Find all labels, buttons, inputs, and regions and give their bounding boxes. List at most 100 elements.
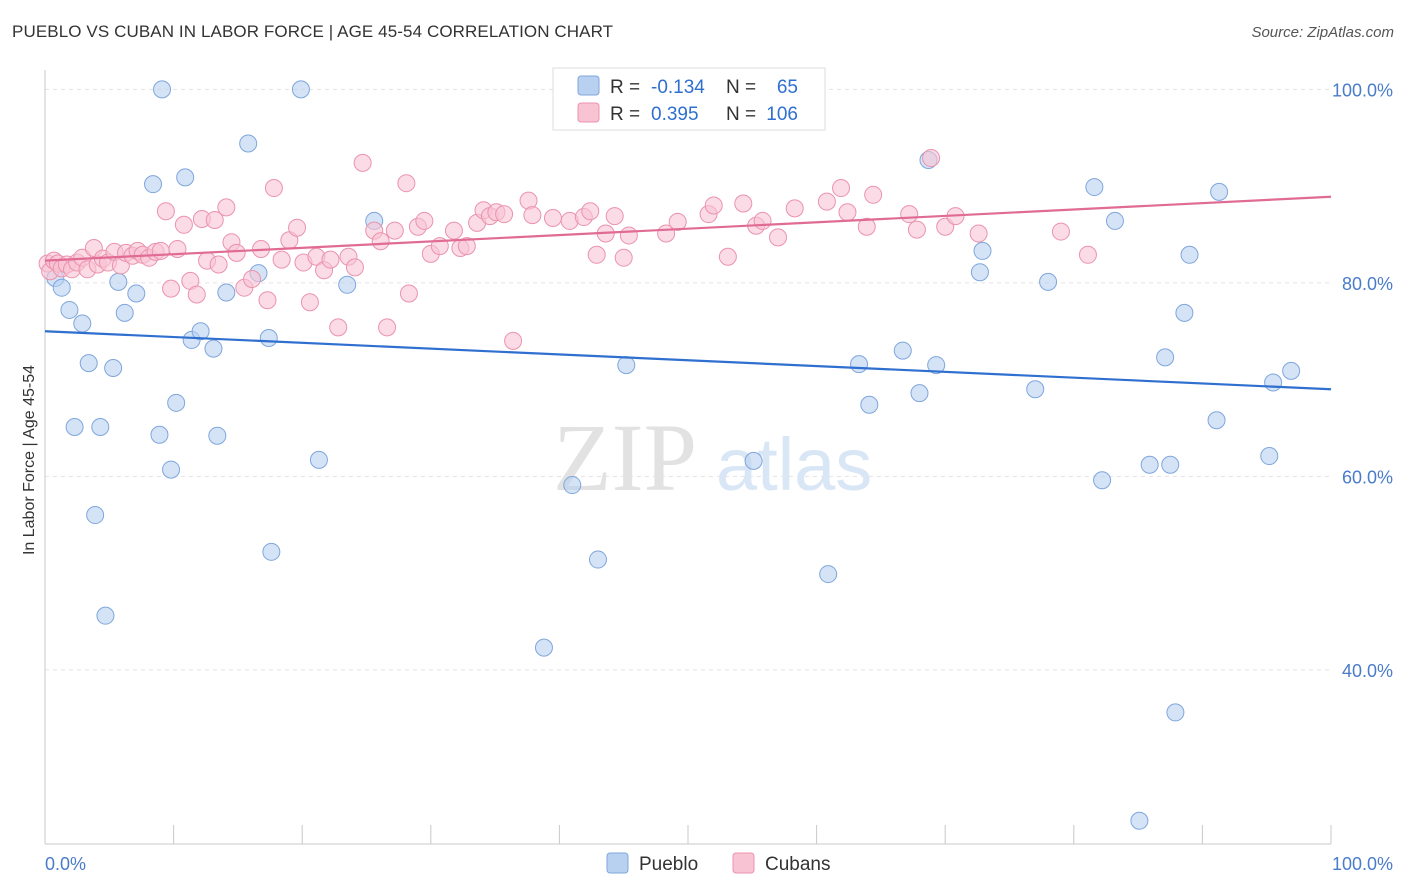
pueblo-point bbox=[1175, 303, 1194, 322]
x-tick-label-min: 0.0% bbox=[45, 854, 86, 874]
stats-legend-n-value-cubans: 106 bbox=[766, 104, 798, 125]
pueblo-point bbox=[150, 425, 169, 444]
stats-legend-r-label-pueblo: R = bbox=[610, 77, 640, 98]
pueblo-point bbox=[893, 341, 912, 360]
cubans-point bbox=[817, 192, 836, 211]
cubans-point bbox=[907, 220, 926, 239]
pueblo-point bbox=[1210, 182, 1229, 201]
legend-label-pueblo: Pueblo bbox=[639, 854, 698, 875]
legend-swatch-pueblo bbox=[606, 852, 629, 874]
cubans-point bbox=[243, 269, 262, 288]
y-tick-label: 100.0% bbox=[1332, 80, 1393, 100]
cubans-point bbox=[769, 228, 788, 247]
cubans-point bbox=[288, 218, 307, 237]
pueblo-point bbox=[910, 384, 929, 403]
pueblo-point bbox=[1140, 455, 1159, 474]
x-axis-ticks bbox=[44, 825, 1332, 844]
y-tick-label: 60.0% bbox=[1342, 467, 1393, 487]
pueblo-point bbox=[127, 284, 146, 303]
pueblo-point bbox=[973, 241, 992, 260]
cubans-point bbox=[258, 291, 277, 310]
pueblo-point bbox=[176, 168, 195, 187]
pueblo-point bbox=[744, 451, 763, 470]
pueblo-point bbox=[1207, 411, 1226, 430]
cubans-point bbox=[457, 237, 476, 256]
pueblo-point bbox=[309, 450, 328, 469]
stats-legend-r-value-pueblo: -0.134 bbox=[651, 77, 705, 98]
cubans-point bbox=[523, 206, 542, 225]
pueblo-point bbox=[970, 263, 989, 282]
y-tick-label: 40.0% bbox=[1342, 661, 1393, 681]
cubans-point bbox=[543, 209, 562, 228]
cubans-point bbox=[272, 250, 291, 269]
legend-label-cubans: Cubans bbox=[765, 854, 831, 875]
pueblo-point bbox=[850, 355, 869, 374]
cubans-point bbox=[785, 199, 804, 218]
pueblo-point bbox=[1264, 373, 1283, 392]
watermark-atlas: atlas bbox=[716, 423, 872, 506]
pueblo-point bbox=[73, 314, 92, 333]
y-tick-labels: 40.0% 60.0% 80.0% 100.0% bbox=[1332, 80, 1393, 681]
cubans-point bbox=[162, 279, 181, 298]
cubans-point bbox=[1078, 245, 1097, 264]
pueblo-point bbox=[52, 278, 71, 297]
pueblo-point bbox=[153, 80, 172, 99]
pueblo-points bbox=[46, 80, 1301, 830]
cubans-point bbox=[321, 250, 340, 269]
pueblo-point bbox=[1026, 380, 1045, 399]
trend-lines bbox=[44, 195, 1332, 391]
stats-legend-swatch-cubans bbox=[577, 102, 600, 123]
pueblo-point bbox=[1039, 272, 1058, 291]
pueblo-point bbox=[860, 395, 879, 414]
pueblo-point bbox=[217, 283, 236, 302]
y-axis-title: In Labor Force | Age 45-54 bbox=[21, 365, 38, 555]
pueblo-point bbox=[79, 354, 98, 373]
cubans-point bbox=[581, 202, 600, 221]
legend-swatch-cubans bbox=[732, 852, 755, 874]
cubans-point bbox=[345, 258, 364, 277]
cubans-point bbox=[969, 224, 988, 243]
pueblo-point bbox=[1260, 447, 1279, 466]
stats-legend-swatch-pueblo bbox=[577, 75, 600, 96]
cubans-point bbox=[217, 198, 236, 217]
cubans-point bbox=[300, 293, 319, 312]
pueblo-point bbox=[144, 175, 163, 194]
pueblo-point bbox=[338, 275, 357, 294]
pueblo-point bbox=[167, 393, 186, 412]
pueblo-point bbox=[91, 418, 110, 437]
pueblo-point bbox=[1130, 811, 1149, 830]
cubans-point bbox=[415, 211, 434, 230]
pueblo-point bbox=[162, 460, 181, 479]
watermark-zip: ZIP bbox=[553, 404, 697, 511]
pueblo-point bbox=[1085, 178, 1104, 197]
x-tick-label-max: 100.0% bbox=[1332, 854, 1393, 874]
cubans-point bbox=[399, 284, 418, 303]
cubans-point bbox=[605, 207, 624, 226]
cubans-point bbox=[922, 149, 941, 168]
cubans-point bbox=[444, 221, 463, 240]
pueblo-point bbox=[1105, 211, 1124, 230]
cubans-point bbox=[619, 226, 638, 245]
pueblo-point bbox=[96, 606, 115, 625]
source-label: Source: ZipAtlas.com bbox=[1251, 24, 1394, 41]
stats-legend-n-value-pueblo: 65 bbox=[777, 77, 798, 98]
cubans-point bbox=[329, 318, 348, 337]
pueblo-point bbox=[534, 638, 553, 657]
pueblo-point bbox=[259, 328, 278, 347]
cubans-point bbox=[857, 217, 876, 236]
pueblo-point bbox=[588, 550, 607, 569]
y-tick-label: 80.0% bbox=[1342, 274, 1393, 294]
cubans-point bbox=[174, 215, 193, 234]
cubans-point bbox=[587, 245, 606, 264]
pueblo-point bbox=[204, 339, 223, 358]
cubans-point bbox=[900, 205, 919, 224]
cubans-point bbox=[156, 202, 175, 221]
pueblo-point bbox=[819, 565, 838, 584]
pueblo-point bbox=[65, 418, 84, 437]
cubans-point bbox=[264, 179, 283, 198]
stats-legend-r-value-cubans: 0.395 bbox=[651, 104, 699, 125]
cubans-point bbox=[397, 174, 416, 193]
pueblo-point bbox=[927, 356, 946, 375]
cubans-point bbox=[1051, 222, 1070, 241]
